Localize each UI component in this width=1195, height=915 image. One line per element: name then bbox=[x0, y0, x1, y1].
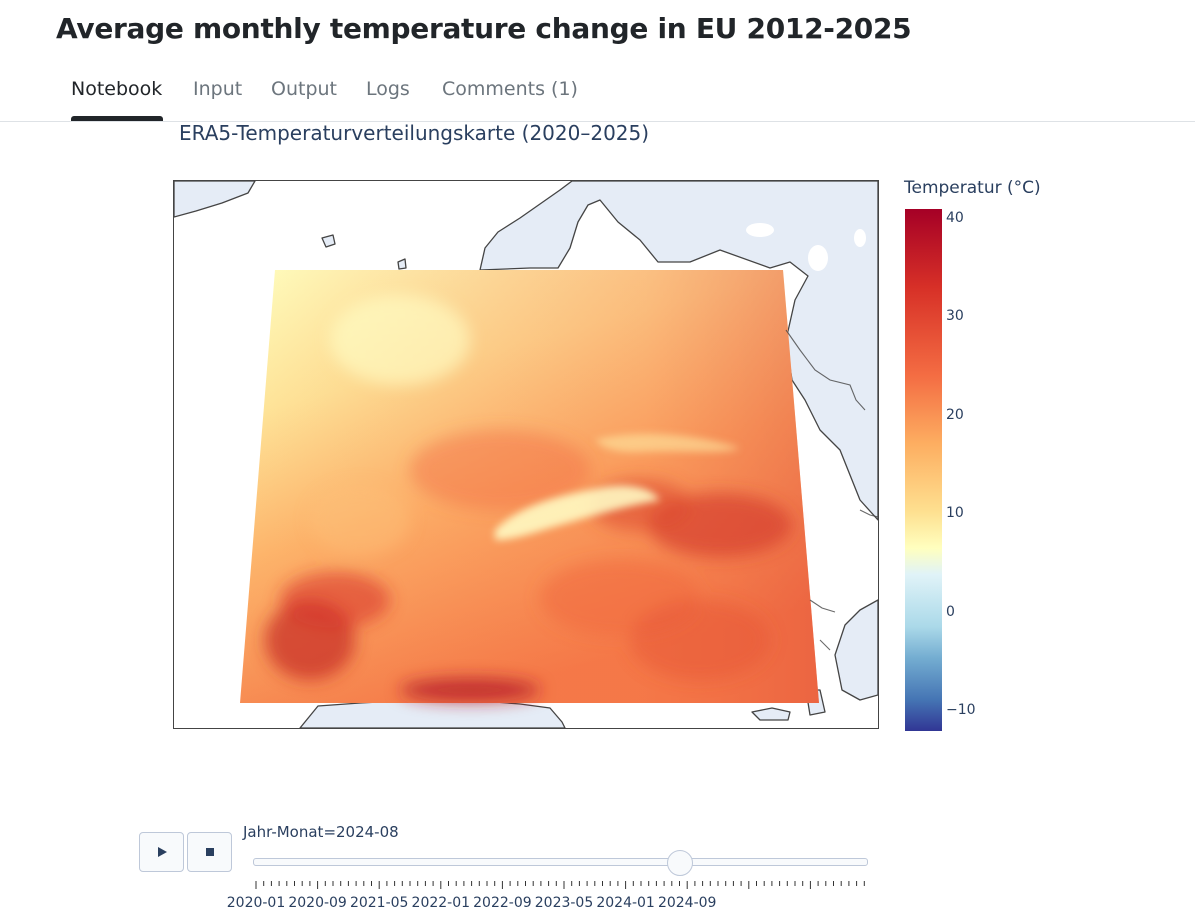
colorbar-tick-label: 10 bbox=[946, 505, 964, 522]
colorbar-title: Temperatur (°C) bbox=[904, 178, 1041, 198]
tab-comments[interactable]: Comments (1) bbox=[442, 78, 578, 100]
slider-step-label[interactable]: 2022-01 bbox=[411, 895, 471, 911]
land-outlines bbox=[174, 181, 878, 728]
play-icon bbox=[157, 847, 167, 857]
slider-step-label[interactable]: 2020-09 bbox=[288, 895, 347, 911]
country-outlines bbox=[785, 329, 878, 651]
active-tab-indicator bbox=[71, 116, 163, 121]
slider-step-label[interactable]: 2024-01 bbox=[596, 895, 655, 911]
slider-ticks bbox=[255, 881, 865, 889]
slider-rail[interactable] bbox=[253, 858, 868, 866]
colorbar-tick-label: 40 bbox=[946, 209, 964, 226]
inland-lakes bbox=[701, 223, 866, 281]
page-title: Average monthly temperature change in EU… bbox=[56, 12, 912, 45]
play-button[interactable] bbox=[139, 832, 184, 872]
tab-bar: Notebook Input Output Logs Comments (1) bbox=[0, 70, 1195, 122]
stop-icon bbox=[205, 848, 214, 856]
tab-output[interactable]: Output bbox=[271, 78, 337, 100]
colorbar-tick-label: 0 bbox=[946, 603, 955, 620]
chart-title: ERA5-Temperaturverteilungskarte (2020–20… bbox=[179, 121, 650, 145]
colorbar-tick-label: 30 bbox=[946, 308, 964, 325]
slider-handle[interactable] bbox=[666, 850, 693, 876]
tab-logs[interactable]: Logs bbox=[366, 78, 410, 100]
slider-step-label[interactable]: 2021-05 bbox=[349, 895, 409, 911]
colorbar-scale bbox=[905, 209, 942, 731]
colorbar-tick-label: 20 bbox=[946, 406, 964, 423]
slider-step-label[interactable]: 2020-01 bbox=[226, 895, 286, 911]
tab-input[interactable]: Input bbox=[193, 78, 243, 100]
slider-step-label[interactable]: 2023-05 bbox=[534, 895, 594, 911]
temperature-map[interactable] bbox=[0, 0, 1195, 760]
tab-notebook[interactable]: Notebook bbox=[71, 78, 163, 100]
colorbar-tick-label: −10 bbox=[946, 702, 976, 719]
slider-step-label[interactable]: 2022-09 bbox=[473, 895, 532, 911]
temperature-field bbox=[240, 270, 819, 703]
map-frame bbox=[173, 180, 879, 729]
slider-current-value: Jahr-Monat=2024-08 bbox=[243, 823, 399, 841]
stop-button[interactable] bbox=[187, 832, 232, 872]
slider-step-label[interactable]: 2024-09 bbox=[657, 895, 717, 911]
